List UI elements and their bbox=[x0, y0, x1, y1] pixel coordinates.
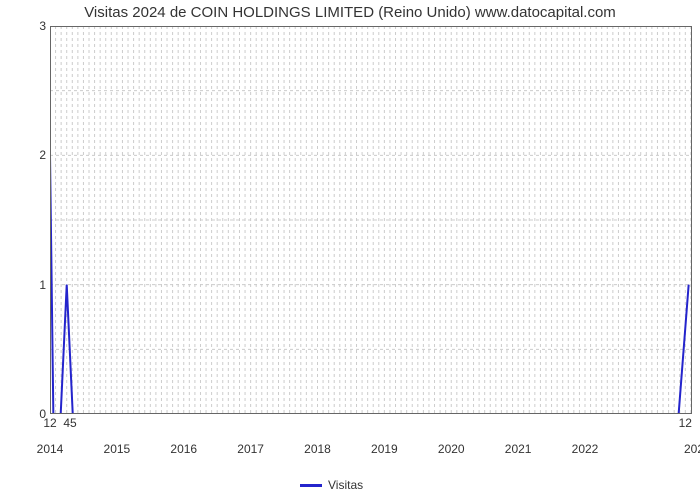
x-tick-label: 2015 bbox=[104, 442, 131, 456]
x-tick-label: 2022 bbox=[572, 442, 599, 456]
x-tick-label: 2021 bbox=[505, 442, 532, 456]
y-tick-label: 3 bbox=[16, 19, 46, 33]
x-tick-label-truncated: 202 bbox=[684, 442, 700, 456]
x-tick-label: 2018 bbox=[304, 442, 331, 456]
x-tick-label: 2019 bbox=[371, 442, 398, 456]
legend: Visitas bbox=[300, 478, 363, 492]
plot-area bbox=[50, 26, 692, 414]
y-tick-label: 2 bbox=[16, 148, 46, 162]
series-data-label: 12 bbox=[43, 416, 56, 430]
chart-title: Visitas 2024 de COIN HOLDINGS LIMITED (R… bbox=[0, 4, 700, 21]
x-tick-label: 2020 bbox=[438, 442, 465, 456]
series-data-label: 45 bbox=[63, 416, 76, 430]
legend-swatch bbox=[300, 484, 322, 487]
x-tick-label: 2014 bbox=[37, 442, 64, 456]
x-tick-label: 2016 bbox=[170, 442, 197, 456]
y-tick-label: 1 bbox=[16, 278, 46, 292]
chart-svg bbox=[50, 26, 692, 414]
y-tick-label: 0 bbox=[16, 407, 46, 421]
series-data-label: 12 bbox=[679, 416, 692, 430]
chart-container: Visitas 2024 de COIN HOLDINGS LIMITED (R… bbox=[0, 0, 700, 500]
legend-label: Visitas bbox=[328, 478, 363, 492]
x-tick-label: 2017 bbox=[237, 442, 264, 456]
